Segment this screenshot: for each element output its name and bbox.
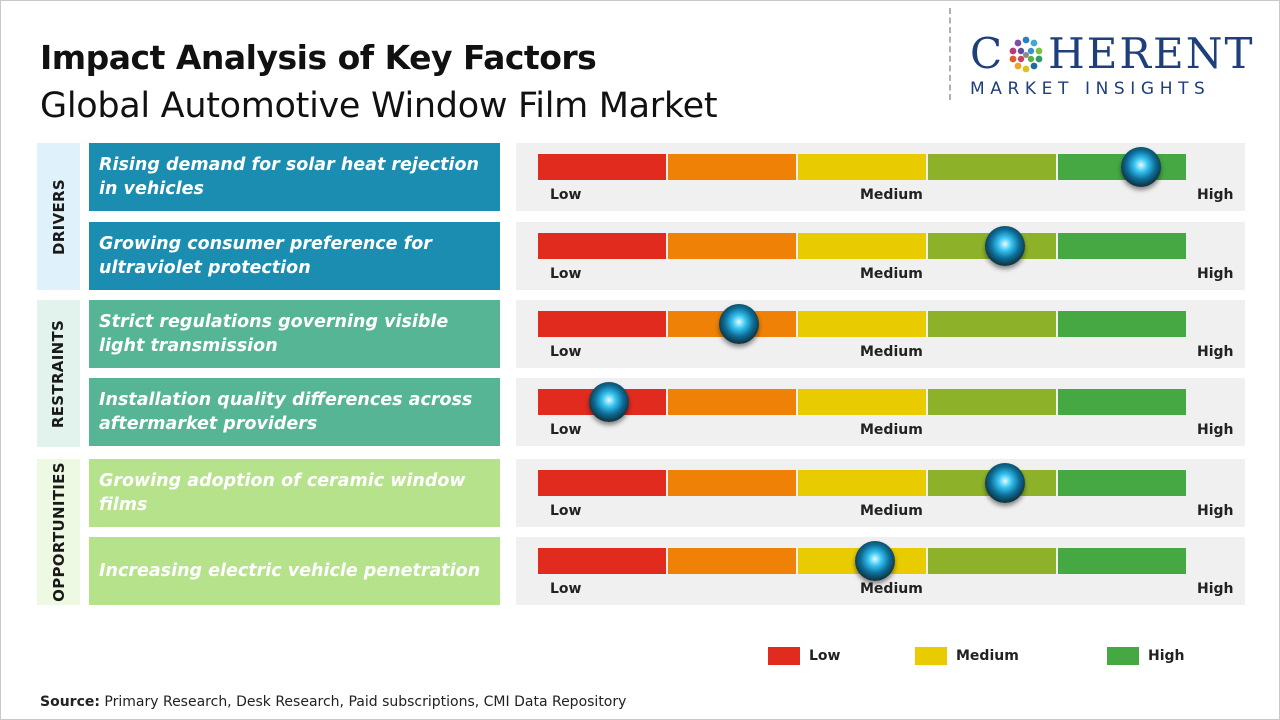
gauge-segment	[1058, 548, 1186, 574]
impact-gauge: Low Medium High	[516, 459, 1245, 527]
gauge-segment	[668, 389, 798, 415]
gauge-high-label: High	[1197, 422, 1234, 438]
gauge-medium-label: Medium	[860, 503, 923, 519]
category-restraints-label: RESTRAINTS	[49, 319, 68, 428]
factor-text: Strict regulations governing visible lig…	[99, 312, 449, 356]
factor-text: Installation quality differences across …	[99, 390, 473, 434]
gauge-high-label: High	[1197, 266, 1234, 282]
legend-item-low: Low	[768, 647, 840, 665]
category-opportunities-box: OPPORTUNITIES	[37, 459, 80, 605]
gauge-segment	[1058, 470, 1186, 496]
gauge-low-label: Low	[550, 581, 582, 597]
impact-gauge: Low Medium High	[516, 537, 1245, 605]
gauge-segment	[538, 233, 668, 259]
category-drivers-label: DRIVERS	[49, 178, 68, 255]
gauge-segment	[668, 233, 798, 259]
gauge-high-label: High	[1197, 581, 1234, 597]
gauge-track	[538, 470, 1186, 496]
gauge-segment	[928, 154, 1058, 180]
impact-marker-icon	[984, 463, 1025, 503]
impact-marker-icon	[589, 382, 630, 422]
impact-gauge: Low Medium High	[516, 300, 1245, 368]
gauge-segment	[668, 470, 798, 496]
legend-label-low: Low	[809, 648, 841, 664]
impact-gauge: Low Medium High	[516, 222, 1245, 290]
gauge-segment	[538, 470, 668, 496]
gauge-track	[538, 311, 1186, 337]
gauge-segment	[798, 154, 928, 180]
gauge-track	[538, 389, 1186, 415]
gauge-low-label: Low	[550, 266, 582, 282]
legend-label-medium: Medium	[956, 648, 1019, 664]
logo-subtext: MARKET INSIGHTS	[970, 79, 1211, 99]
impact-gauge: Low Medium High	[516, 143, 1245, 211]
gauge-medium-label: Medium	[860, 266, 923, 282]
gauge-segment	[798, 311, 928, 337]
legend-item-high: High	[1107, 647, 1185, 665]
gauge-segment	[538, 311, 668, 337]
impact-marker-icon	[1120, 147, 1161, 187]
category-restraints-box: RESTRAINTS	[37, 300, 80, 447]
gauge-segment	[538, 154, 668, 180]
factor-text: Growing adoption of ceramic window films	[99, 471, 466, 515]
logo-text-pre: C	[970, 29, 1005, 78]
source-label: Source:	[40, 694, 100, 710]
factor-box: Growing adoption of ceramic window films	[89, 459, 500, 527]
legend-item-medium: Medium	[915, 647, 1019, 665]
factor-text: Rising demand for solar heat rejection i…	[99, 155, 479, 199]
legend-label-high: High	[1148, 648, 1185, 664]
source-note: Source: Primary Research, Desk Research,…	[40, 694, 626, 710]
gauge-medium-label: Medium	[860, 581, 923, 597]
impact-gauge: Low Medium High	[516, 378, 1245, 446]
gauge-high-label: High	[1197, 344, 1234, 360]
gauge-low-label: Low	[550, 503, 582, 519]
logo-divider	[949, 8, 951, 100]
category-drivers-box: DRIVERS	[37, 143, 80, 290]
logo-text-post: HERENT	[1048, 29, 1255, 78]
gauge-segment	[928, 389, 1058, 415]
factor-box: Increasing electric vehicle penetration	[89, 537, 500, 605]
legend-swatch-high	[1107, 647, 1139, 665]
gauge-segment	[1058, 389, 1186, 415]
gauge-segment	[668, 548, 798, 574]
page-subtitle: Global Automotive Window Film Market	[40, 86, 718, 126]
gauge-track	[538, 233, 1186, 259]
gauge-low-label: Low	[550, 187, 582, 203]
factor-text: Increasing electric vehicle penetration	[99, 561, 481, 581]
logo-dots-icon	[1009, 36, 1043, 73]
factor-box: Rising demand for solar heat rejection i…	[89, 143, 500, 211]
gauge-medium-label: Medium	[860, 344, 923, 360]
category-opportunities-label: OPPORTUNITIES	[49, 462, 68, 602]
gauge-segment	[798, 470, 928, 496]
gauge-segment	[798, 233, 928, 259]
gauge-high-label: High	[1197, 187, 1234, 203]
gauge-high-label: High	[1197, 503, 1234, 519]
factor-box: Growing consumer preference for ultravio…	[89, 222, 500, 290]
page-title: Impact Analysis of Key Factors	[40, 38, 597, 77]
legend-swatch-medium	[915, 647, 947, 665]
gauge-medium-label: Medium	[860, 187, 923, 203]
legend-swatch-low	[768, 647, 800, 665]
factor-text: Growing consumer preference for ultravio…	[99, 234, 432, 278]
gauge-segment	[798, 389, 928, 415]
gauge-medium-label: Medium	[860, 422, 923, 438]
source-text: Primary Research, Desk Research, Paid su…	[99, 694, 627, 710]
gauge-track	[538, 154, 1186, 180]
impact-marker-icon	[984, 226, 1025, 266]
gauge-segment	[1058, 233, 1186, 259]
gauge-segment	[668, 154, 798, 180]
factor-box: Strict regulations governing visible lig…	[89, 300, 500, 368]
impact-marker-icon	[718, 304, 759, 344]
impact-marker-icon	[854, 541, 895, 581]
gauge-segment	[538, 548, 668, 574]
gauge-low-label: Low	[550, 422, 582, 438]
factor-box: Installation quality differences across …	[89, 378, 500, 446]
gauge-segment	[928, 548, 1058, 574]
gauge-segment	[1058, 311, 1186, 337]
gauge-segment	[928, 311, 1058, 337]
gauge-low-label: Low	[550, 344, 582, 360]
coherent-logo: C HERENT MARKET INSIGHTS	[970, 30, 1260, 100]
